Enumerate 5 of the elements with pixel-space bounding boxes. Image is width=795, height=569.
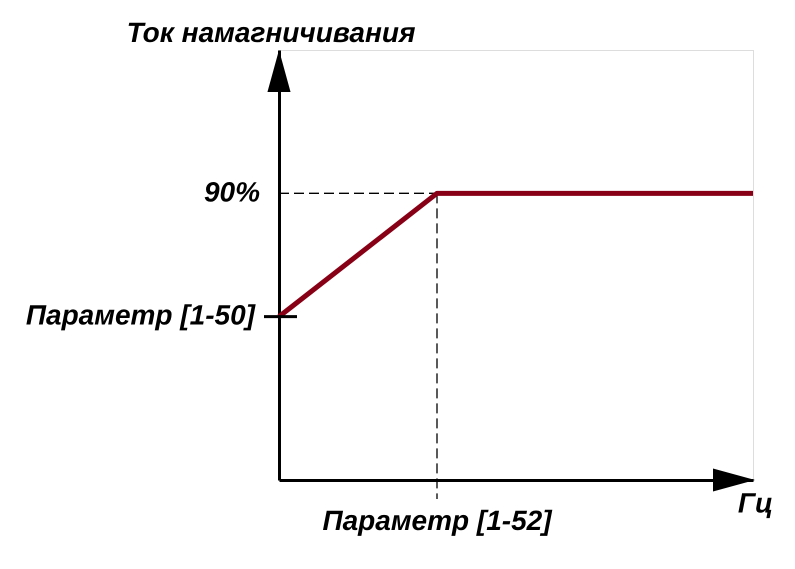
x-axis-title: Гц (738, 488, 774, 518)
text: 90% (204, 176, 260, 208)
text: Ток намагничивания (126, 17, 416, 48)
text: Параметр [1-52] (322, 505, 554, 536)
text: Параметр [1-50] (26, 300, 257, 331)
